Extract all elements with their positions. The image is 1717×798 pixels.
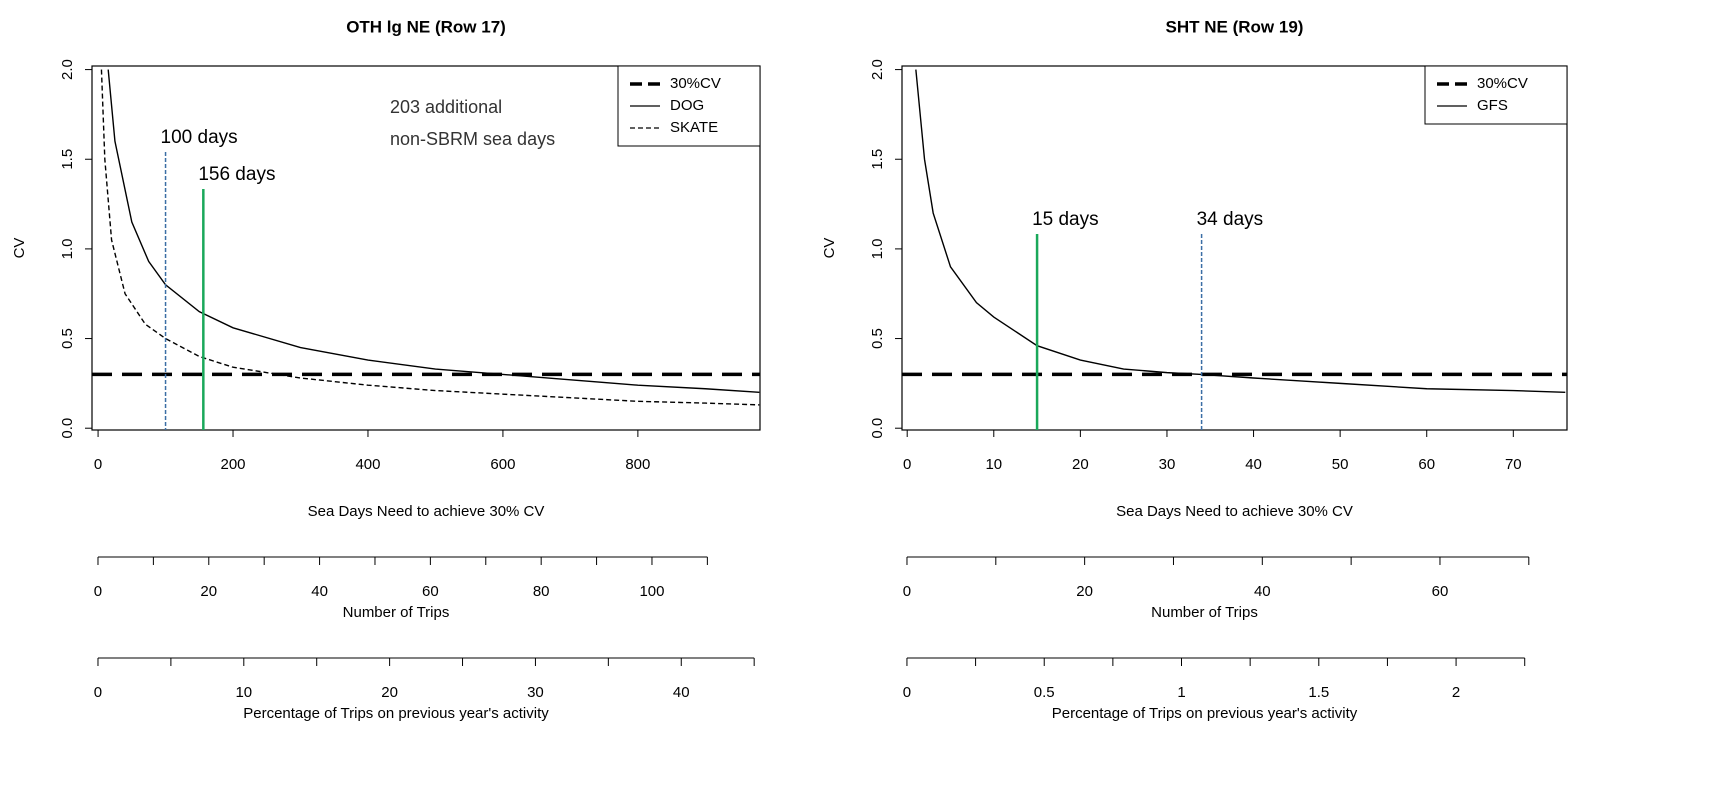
x-tick-label: 20 — [1072, 456, 1089, 473]
y-axis-title: CV — [821, 238, 838, 259]
plot-box — [91, 65, 761, 431]
y-tick-label: 1.5 — [59, 149, 76, 170]
secondary-tick-label: 1.5 — [1308, 684, 1329, 701]
x-tick-label: 40 — [1245, 456, 1262, 473]
day-marker-label: 100 days — [161, 127, 238, 148]
secondary-tick-label: 80 — [533, 583, 550, 600]
secondary-axis-title: Percentage of Trips on previous year's a… — [243, 705, 549, 722]
x-tick-label: 50 — [1332, 456, 1349, 473]
y-tick-label: 0.0 — [869, 418, 886, 439]
secondary-tick-label: 20 — [1076, 583, 1093, 600]
annotation: 203 additional — [390, 97, 502, 117]
series-line — [915, 69, 1566, 394]
legend-label: 30%CV — [670, 75, 721, 92]
y-tick-label: 0.0 — [59, 418, 76, 439]
series-line — [100, 69, 760, 406]
secondary-tick-label: 40 — [311, 583, 328, 600]
day-marker-label: 15 days — [1032, 209, 1099, 230]
annotation: non-SBRM sea days — [390, 129, 555, 149]
y-tick-label: 2.0 — [59, 59, 76, 80]
secondary-axis-title: Number of Trips — [343, 604, 450, 621]
legend-label: SKATE — [670, 119, 718, 136]
secondary-tick-label: 0 — [94, 583, 102, 600]
y-tick-label: 1.0 — [59, 238, 76, 259]
legend-box — [1424, 65, 1568, 125]
secondary-tick-label: 0 — [903, 684, 911, 701]
secondary-axis-title: Percentage of Trips on previous year's a… — [1052, 705, 1358, 722]
secondary-axis-title: Number of Trips — [1151, 604, 1258, 621]
secondary-tick-label: 1 — [1177, 684, 1185, 701]
y-tick-label: 0.5 — [869, 328, 886, 349]
secondary-tick-label: 40 — [673, 684, 690, 701]
legend-label: 30%CV — [1477, 75, 1528, 92]
secondary-tick-label: 100 — [639, 583, 664, 600]
legend-label: GFS — [1477, 97, 1508, 114]
x-axis-title: Sea Days Need to achieve 30% CV — [1116, 503, 1353, 520]
x-axis-title: Sea Days Need to achieve 30% CV — [308, 503, 545, 520]
x-tick-label: 70 — [1505, 456, 1522, 473]
secondary-tick-label: 2 — [1452, 684, 1460, 701]
chart-title: SHT NE (Row 19) — [1166, 17, 1304, 36]
y-tick-label: 0.5 — [59, 328, 76, 349]
secondary-tick-label: 40 — [1254, 583, 1271, 600]
legend-label: DOG — [670, 97, 704, 114]
plot-box — [901, 65, 1568, 431]
secondary-tick-label: 30 — [527, 684, 544, 701]
secondary-tick-label: 0 — [903, 583, 911, 600]
secondary-tick-label: 20 — [381, 684, 398, 701]
y-tick-label: 1.5 — [869, 149, 886, 170]
series-line — [107, 69, 760, 394]
day-marker-label: 156 days — [198, 164, 275, 185]
secondary-tick-label: 10 — [235, 684, 252, 701]
x-tick-label: 0 — [903, 456, 911, 473]
y-tick-label: 2.0 — [869, 59, 886, 80]
x-tick-label: 200 — [221, 456, 246, 473]
secondary-tick-label: 20 — [200, 583, 217, 600]
y-tick-label: 1.0 — [869, 238, 886, 259]
x-tick-label: 60 — [1418, 456, 1435, 473]
x-tick-label: 30 — [1159, 456, 1176, 473]
x-tick-label: 10 — [985, 456, 1002, 473]
panel: SHT NE (Row 19)0 10 20 30 40 50 60 700.00.51.01… — [821, 17, 1568, 722]
x-tick-label: 600 — [490, 456, 515, 473]
secondary-tick-label: 0.5 — [1034, 684, 1055, 701]
panel: OTH lg NE (Row 17)0 200 400 600 8000.00.51.0… — [11, 17, 761, 722]
secondary-tick-label: 60 — [422, 583, 439, 600]
x-tick-label: 800 — [625, 456, 650, 473]
x-tick-label: 0 — [94, 456, 102, 473]
y-axis-title: CV — [11, 238, 28, 259]
x-tick-label: 400 — [355, 456, 380, 473]
secondary-tick-label: 60 — [1432, 583, 1449, 600]
day-marker-label: 34 days — [1197, 209, 1264, 230]
chart-title: OTH lg NE (Row 17) — [346, 17, 506, 36]
secondary-tick-label: 0 — [94, 684, 102, 701]
